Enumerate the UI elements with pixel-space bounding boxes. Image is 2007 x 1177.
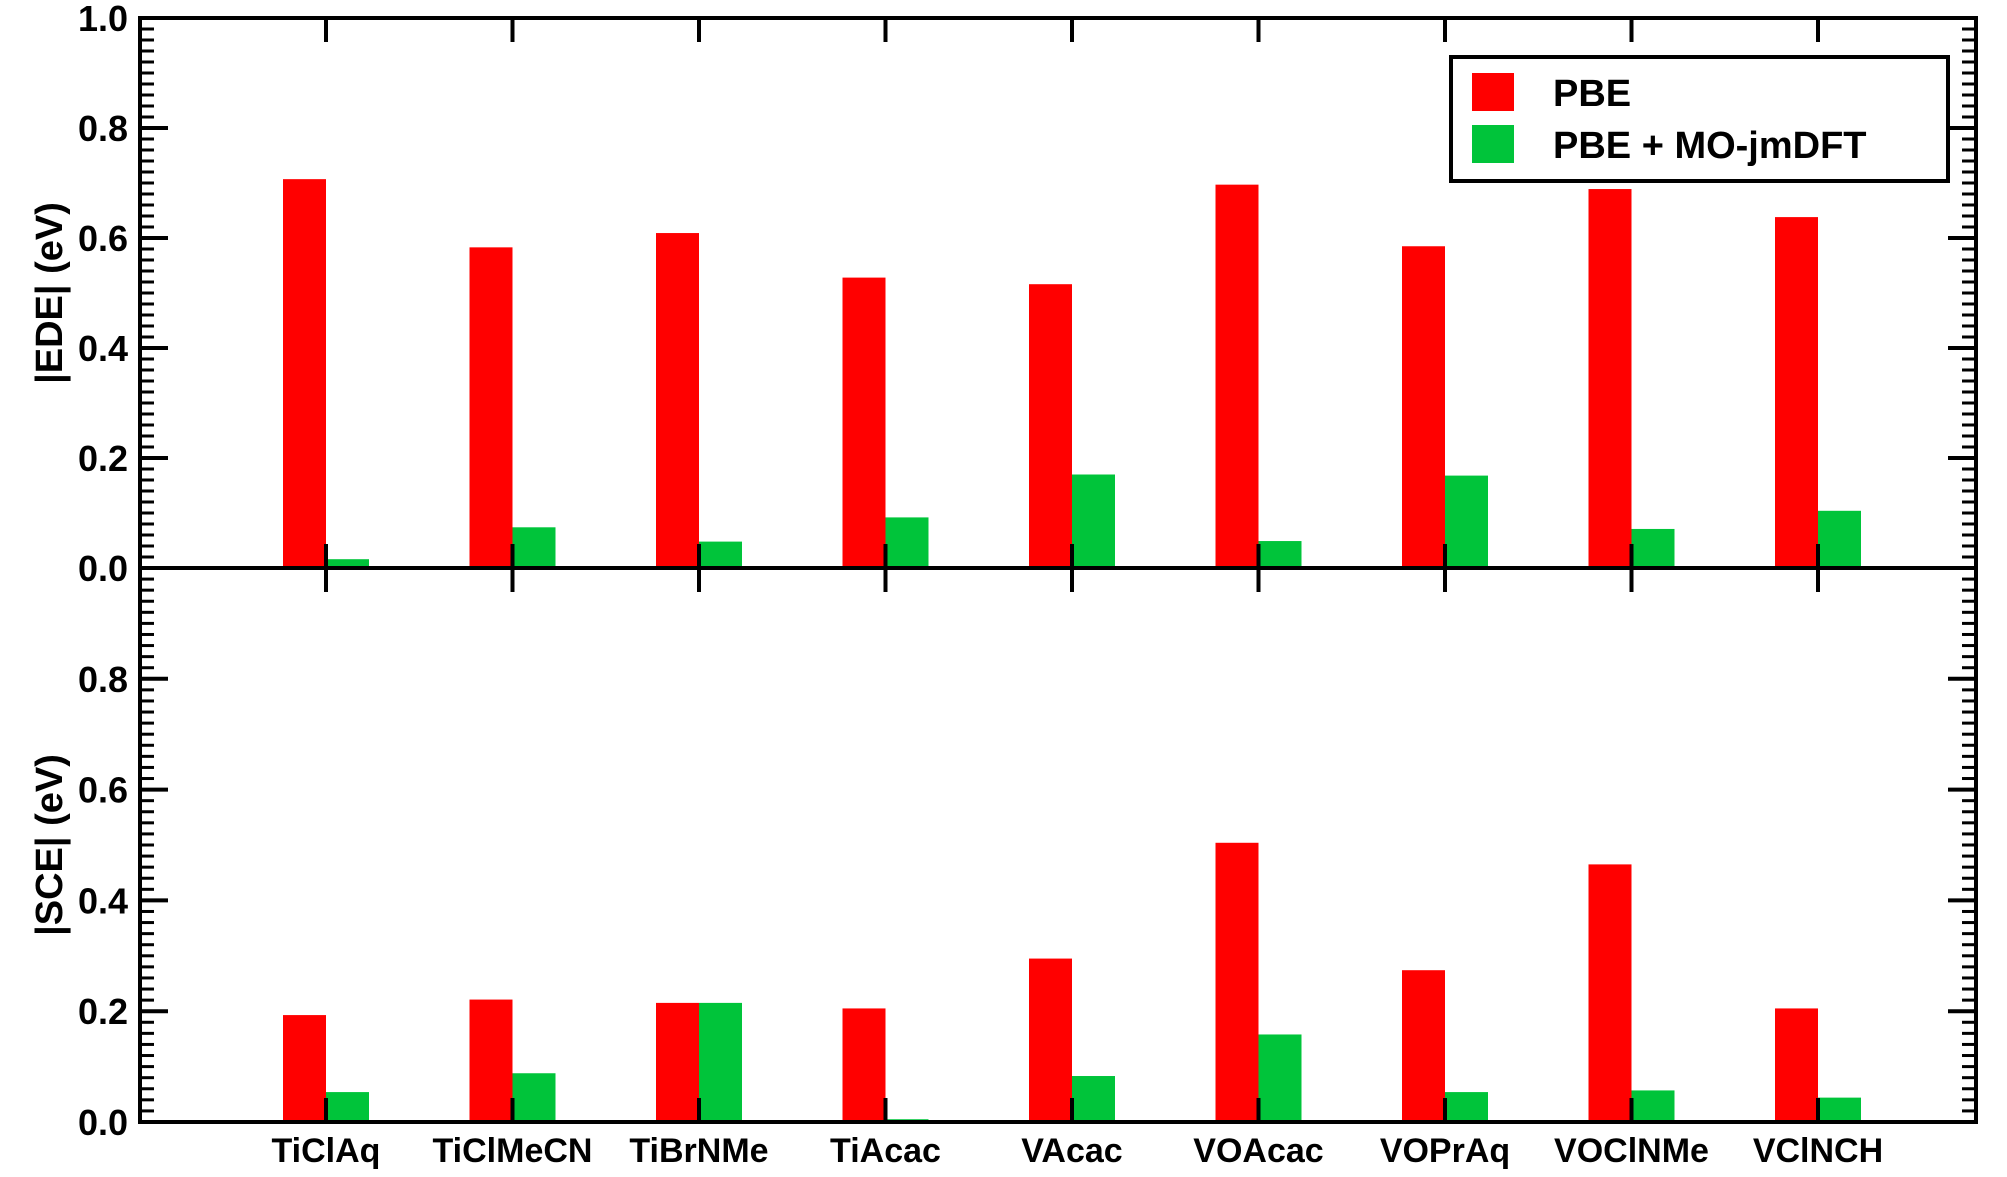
y-tick-label-ede-1.0: 1.0	[78, 0, 128, 39]
bar-sce-pbe-VClNCH	[1775, 1008, 1818, 1122]
bar-sce-pbe-TiClAq	[283, 1015, 326, 1122]
legend-swatch-mo	[1472, 125, 1514, 163]
bar-ede-pbe-TiBrNMe	[656, 233, 699, 569]
bar-ede-mo-TiBrNMe	[699, 541, 742, 568]
x-category-label-TiBrNMe: TiBrNMe	[629, 1132, 768, 1170]
bar-sce-pbe-VOPrAq	[1402, 970, 1445, 1122]
y-tick-label-sce-0.8: 0.8	[78, 659, 128, 700]
x-category-label-TiClMeCN: TiClMeCN	[433, 1132, 593, 1170]
bar-ede-pbe-TiClAq	[283, 179, 326, 568]
bar-sce-mo-VAcac	[1072, 1076, 1115, 1122]
bar-ede-pbe-TiClMeCN	[469, 247, 513, 568]
bar-ede-mo-VOAcac	[1258, 541, 1302, 568]
bar-ede-mo-VOPrAq	[1445, 475, 1488, 568]
bar-sce-mo-VOAcac	[1258, 1034, 1302, 1122]
bar-ede-mo-TiClMeCN	[512, 527, 556, 568]
y-tick-label-ede-0.4: 0.4	[78, 328, 128, 369]
bar-ede-mo-VClNCH	[1818, 510, 1861, 568]
bar-sce-pbe-TiClMeCN	[469, 999, 513, 1122]
y-axis-title-sce: |SCE| (eV)	[29, 754, 71, 936]
bar-ede-mo-TiAcac	[885, 517, 929, 568]
x-category-label-VOAcac: VOAcac	[1193, 1132, 1323, 1170]
x-category-label-VAcac: VAcac	[1021, 1132, 1122, 1170]
bar-sce-mo-TiClMeCN	[512, 1073, 556, 1122]
x-category-label-TiClAq: TiClAq	[272, 1132, 381, 1170]
bar-sce-pbe-VOClNMe	[1588, 864, 1632, 1122]
y-tick-label-ede-0.2: 0.2	[78, 438, 128, 479]
x-category-label-VClNCH: VClNCH	[1753, 1132, 1883, 1170]
bar-sce-pbe-VAcac	[1029, 958, 1072, 1122]
bar-sce-mo-VOPrAq	[1445, 1092, 1488, 1122]
y-tick-label-sce-0.0: 0.0	[78, 1102, 128, 1143]
y-axis-title-ede: |EDE| (eV)	[29, 202, 71, 384]
y-tick-label-ede-0.0: 0.0	[78, 548, 128, 589]
bar-ede-pbe-VAcac	[1029, 284, 1072, 568]
x-category-label-VOPrAq: VOPrAq	[1380, 1132, 1510, 1170]
x-category-label-TiAcac: TiAcac	[830, 1132, 941, 1170]
bar-ede-mo-VOClNMe	[1631, 528, 1675, 568]
bar-ede-pbe-VOAcac	[1215, 184, 1259, 568]
bar-sce-pbe-VOAcac	[1215, 842, 1259, 1122]
bar-ede-mo-TiClAq	[326, 559, 369, 568]
legend-swatch-pbe	[1472, 73, 1514, 111]
y-tick-label-sce-0.2: 0.2	[78, 991, 128, 1032]
bar-ede-pbe-VClNCH	[1775, 217, 1818, 568]
legend-box	[1449, 55, 1950, 183]
bar-ede-pbe-VOClNMe	[1588, 189, 1632, 569]
y-tick-label-sce-0.4: 0.4	[78, 880, 128, 921]
bar-ede-mo-VAcac	[1072, 474, 1115, 568]
x-category-label-VOClNMe: VOClNMe	[1554, 1132, 1709, 1170]
y-tick-label-ede-0.6: 0.6	[78, 218, 128, 259]
bar-sce-mo-VOClNMe	[1631, 1090, 1675, 1122]
y-tick-label-ede-0.8: 0.8	[78, 108, 128, 149]
bar-sce-mo-VClNCH	[1818, 1097, 1861, 1122]
bar-sce-pbe-TiBrNMe	[656, 1002, 699, 1122]
legend-label-mo: PBE + MO-jmDFT	[1553, 125, 1867, 167]
bar-ede-pbe-TiAcac	[842, 277, 886, 568]
y-tick-label-sce-0.6: 0.6	[78, 770, 128, 811]
bar-sce-mo-TiBrNMe	[699, 1002, 742, 1122]
bar-sce-pbe-TiAcac	[842, 1008, 886, 1122]
bar-ede-pbe-VOPrAq	[1402, 246, 1445, 568]
bar-sce-mo-TiClAq	[326, 1092, 369, 1122]
legend-label-pbe: PBE	[1553, 73, 1631, 115]
